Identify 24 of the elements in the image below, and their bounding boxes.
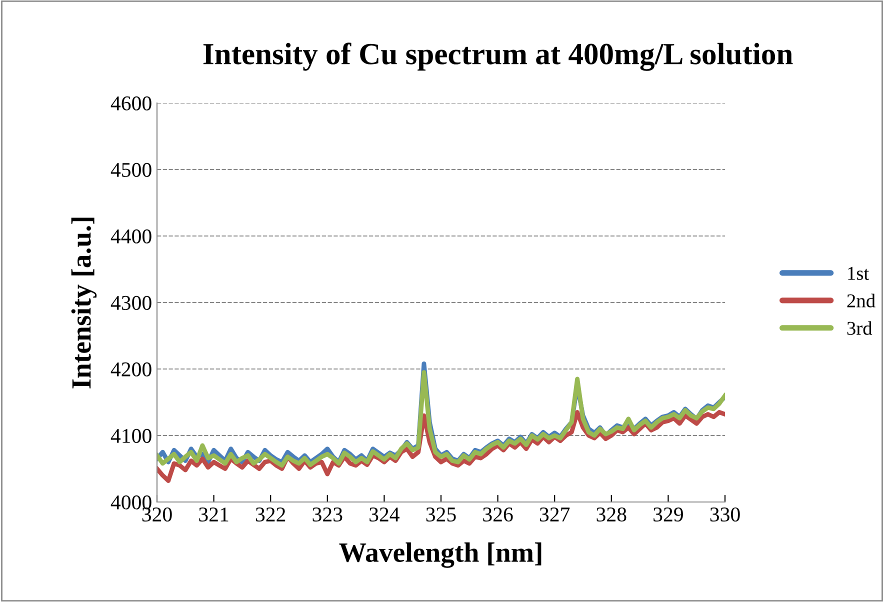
x-tick-label: 321 [199, 508, 228, 522]
x-tick-label: 328 [596, 507, 626, 522]
x-tick-label: 323 [312, 508, 342, 522]
x-tick-label: 325 [426, 508, 456, 522]
x-tick-label: 327 [540, 508, 570, 522]
legend-label: 3rd [847, 321, 872, 335]
y-tick-label: 4200 [110, 362, 152, 376]
x-tick-label: 320 [142, 507, 172, 522]
x-axis-title: Wavelength [nm] [339, 542, 542, 568]
x-tick-label: 322 [256, 508, 286, 522]
y-tick-label: 4000 [110, 495, 152, 510]
legend-label: 2nd [847, 294, 876, 308]
x-tick-label: 329 [654, 508, 683, 522]
y-axis-title: Intensity [a.u.] [71, 218, 97, 388]
y-tick-label: 4500 [110, 162, 152, 177]
x-tick-label: 326 [483, 508, 513, 522]
y-tick-label: 4600 [110, 96, 152, 110]
x-tick-label: 330 [710, 507, 740, 522]
x-tick-label: 324 [370, 508, 400, 522]
y-tick-label: 4300 [110, 296, 152, 310]
chart-title: Intensity of Cu spectrum at 400mg/L solution [203, 42, 793, 71]
y-tick-label: 4400 [110, 229, 152, 244]
legend-label: 1st [848, 266, 870, 280]
y-tick-label: 4100 [110, 428, 152, 443]
